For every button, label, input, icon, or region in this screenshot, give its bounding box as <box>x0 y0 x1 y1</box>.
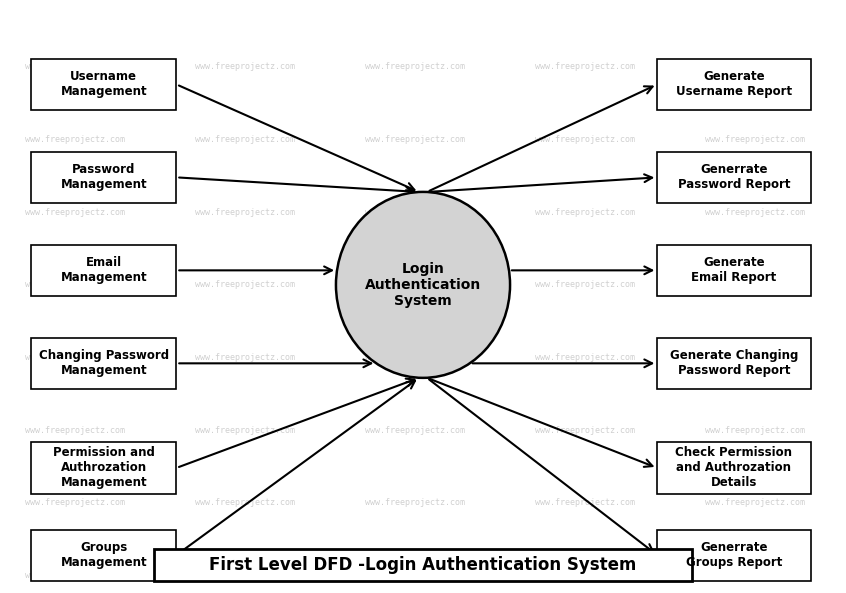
FancyBboxPatch shape <box>31 530 176 581</box>
Text: www.freeprojectz.com: www.freeprojectz.com <box>365 280 465 289</box>
Text: www.freeprojectz.com: www.freeprojectz.com <box>535 135 635 144</box>
Text: Permission and
Authrozation
Management: Permission and Authrozation Management <box>52 447 155 489</box>
Text: www.freeprojectz.com: www.freeprojectz.com <box>535 208 635 216</box>
Text: www.freeprojectz.com: www.freeprojectz.com <box>195 208 295 216</box>
Text: Username
Management: Username Management <box>61 71 147 98</box>
Text: www.freeprojectz.com: www.freeprojectz.com <box>25 62 125 71</box>
FancyBboxPatch shape <box>657 530 810 581</box>
Text: www.freeprojectz.com: www.freeprojectz.com <box>195 426 295 435</box>
Text: www.freeprojectz.com: www.freeprojectz.com <box>365 135 465 144</box>
Ellipse shape <box>336 192 510 378</box>
Text: www.freeprojectz.com: www.freeprojectz.com <box>365 62 465 71</box>
Text: www.freeprojectz.com: www.freeprojectz.com <box>25 208 125 216</box>
FancyBboxPatch shape <box>657 152 810 203</box>
Text: Generate
Username Report: Generate Username Report <box>676 71 792 98</box>
Text: www.freeprojectz.com: www.freeprojectz.com <box>365 426 465 435</box>
Text: www.freeprojectz.com: www.freeprojectz.com <box>365 571 465 580</box>
Text: www.freeprojectz.com: www.freeprojectz.com <box>25 426 125 435</box>
Text: Groups
Management: Groups Management <box>61 541 147 569</box>
Text: www.freeprojectz.com: www.freeprojectz.com <box>25 498 125 507</box>
Text: www.freeprojectz.com: www.freeprojectz.com <box>705 498 805 507</box>
FancyBboxPatch shape <box>31 152 176 203</box>
FancyBboxPatch shape <box>657 245 810 296</box>
Text: Password
Management: Password Management <box>61 163 147 192</box>
Text: www.freeprojectz.com: www.freeprojectz.com <box>195 498 295 507</box>
FancyBboxPatch shape <box>657 338 810 389</box>
Text: www.freeprojectz.com: www.freeprojectz.com <box>535 426 635 435</box>
Text: www.freeprojectz.com: www.freeprojectz.com <box>705 208 805 216</box>
FancyBboxPatch shape <box>31 338 176 389</box>
Text: www.freeprojectz.com: www.freeprojectz.com <box>705 280 805 289</box>
Text: Generate Changing
Password Report: Generate Changing Password Report <box>670 349 798 377</box>
Text: www.freeprojectz.com: www.freeprojectz.com <box>535 353 635 362</box>
Text: www.freeprojectz.com: www.freeprojectz.com <box>705 135 805 144</box>
Text: www.freeprojectz.com: www.freeprojectz.com <box>25 280 125 289</box>
Text: Generrate
Groups Report: Generrate Groups Report <box>686 541 782 569</box>
Text: www.freeprojectz.com: www.freeprojectz.com <box>195 62 295 71</box>
FancyBboxPatch shape <box>31 442 176 493</box>
Text: www.freeprojectz.com: www.freeprojectz.com <box>365 208 465 216</box>
Text: www.freeprojectz.com: www.freeprojectz.com <box>535 280 635 289</box>
Text: www.freeprojectz.com: www.freeprojectz.com <box>535 62 635 71</box>
FancyBboxPatch shape <box>153 549 692 581</box>
Text: www.freeprojectz.com: www.freeprojectz.com <box>365 498 465 507</box>
Text: www.freeprojectz.com: www.freeprojectz.com <box>195 353 295 362</box>
Text: www.freeprojectz.com: www.freeprojectz.com <box>705 426 805 435</box>
Text: www.freeprojectz.com: www.freeprojectz.com <box>195 571 295 580</box>
Text: www.freeprojectz.com: www.freeprojectz.com <box>25 571 125 580</box>
Text: Check Permission
and Authrozation
Details: Check Permission and Authrozation Detail… <box>675 447 793 489</box>
FancyBboxPatch shape <box>31 59 176 110</box>
FancyBboxPatch shape <box>31 245 176 296</box>
Text: Generate
Email Report: Generate Email Report <box>691 256 777 285</box>
Text: www.freeprojectz.com: www.freeprojectz.com <box>195 135 295 144</box>
Text: www.freeprojectz.com: www.freeprojectz.com <box>705 353 805 362</box>
Text: www.freeprojectz.com: www.freeprojectz.com <box>705 62 805 71</box>
Text: www.freeprojectz.com: www.freeprojectz.com <box>705 571 805 580</box>
Text: www.freeprojectz.com: www.freeprojectz.com <box>535 498 635 507</box>
FancyBboxPatch shape <box>657 59 810 110</box>
FancyBboxPatch shape <box>657 442 810 493</box>
Text: Email
Management: Email Management <box>61 256 147 285</box>
Text: www.freeprojectz.com: www.freeprojectz.com <box>535 571 635 580</box>
Text: Login
Authentication
System: Login Authentication System <box>365 262 481 308</box>
Text: www.freeprojectz.com: www.freeprojectz.com <box>195 280 295 289</box>
Text: First Level DFD -Login Authentication System: First Level DFD -Login Authentication Sy… <box>209 556 637 574</box>
Text: www.freeprojectz.com: www.freeprojectz.com <box>25 353 125 362</box>
Text: www.freeprojectz.com: www.freeprojectz.com <box>365 353 465 362</box>
Text: Generrate
Password Report: Generrate Password Report <box>678 163 790 192</box>
Text: Changing Password
Management: Changing Password Management <box>39 349 169 377</box>
Text: www.freeprojectz.com: www.freeprojectz.com <box>25 135 125 144</box>
